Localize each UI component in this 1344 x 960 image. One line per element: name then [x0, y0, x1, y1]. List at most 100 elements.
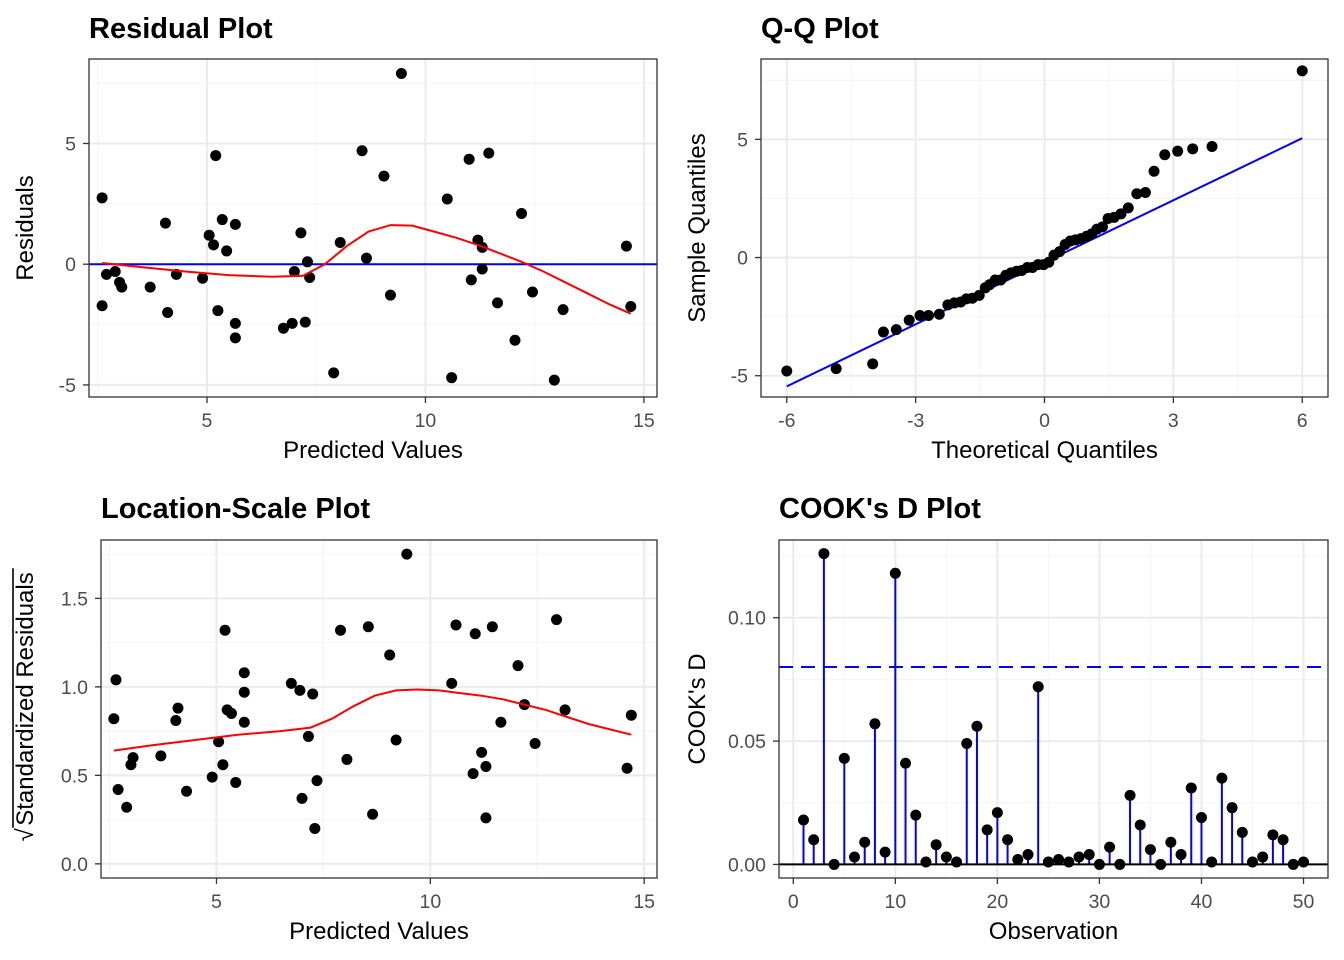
location-scale-point	[625, 709, 637, 721]
cooks-d-point	[1155, 858, 1167, 870]
location-scale-x-axis-title: Predicted Values	[289, 918, 469, 945]
cooks-d-point	[1216, 772, 1228, 784]
residual-point	[208, 239, 220, 251]
cooks-d-point	[1246, 856, 1258, 868]
cooks-d-point	[1206, 856, 1218, 868]
cooks-d-point	[1185, 782, 1197, 794]
residual-panel-background	[89, 59, 657, 397]
cooks-d-y-tick-label: 0.05	[728, 731, 766, 753]
location-scale-point	[401, 548, 413, 560]
cooks-d-point	[849, 851, 861, 863]
location-scale-x-tick-label: 10	[419, 891, 441, 913]
residual-point	[286, 317, 298, 329]
residual-point	[203, 229, 215, 241]
residual-x-tick-label: 15	[633, 410, 655, 432]
cooks-d-point	[1236, 826, 1248, 838]
location-scale-point	[476, 746, 488, 758]
qq-point	[1131, 188, 1143, 200]
location-scale-point	[238, 667, 250, 679]
cooks-d-point	[879, 846, 891, 858]
location-scale-point	[469, 628, 481, 640]
residual-point	[328, 367, 340, 379]
cooks-d-point	[971, 720, 983, 732]
qq-point	[1206, 140, 1218, 152]
residual-y-axis-title: Residuals	[12, 175, 39, 280]
cooks-d-point	[1073, 851, 1085, 863]
location-scale-x-tick-label: 15	[633, 891, 655, 913]
residual-point	[625, 300, 637, 312]
qq-x-axis-title: Theoretical Quantiles	[931, 437, 1158, 464]
residual-point	[492, 297, 504, 309]
qq-point	[1139, 187, 1151, 199]
cooks-d-point	[920, 856, 932, 868]
cooks-d-point	[940, 851, 952, 863]
residual-point	[465, 274, 477, 286]
cooks-d-point	[838, 752, 850, 764]
location-scale-point	[362, 621, 374, 633]
cooks-d-panel-border	[778, 539, 1329, 879]
residual-point	[96, 192, 108, 204]
qq-point	[903, 314, 915, 326]
cooks-d-point	[1083, 849, 1095, 861]
residual-point	[548, 374, 560, 386]
residual-point	[516, 208, 528, 220]
location-scale-panel-background	[101, 540, 657, 878]
qq-x-tick-label: -3	[907, 410, 924, 432]
residual-x-tick-label: 5	[202, 410, 213, 432]
location-scale-point	[285, 677, 297, 689]
qq-point	[1122, 202, 1134, 214]
qq-point	[914, 309, 926, 321]
residual-point	[356, 145, 368, 157]
cooks-d-point	[1144, 844, 1156, 856]
residual-point	[212, 305, 224, 317]
location-scale-plot: 5 10 15 0.0 0.5 1.0 1.5 Location-Scale Plot Pred…	[12, 493, 658, 945]
residual-point	[476, 263, 488, 275]
cooks-d-x-tick-label: 20	[987, 891, 1009, 913]
cooks-d-point	[1277, 834, 1289, 846]
location-scale-y-axis-title-text: Standardized Residuals	[12, 572, 39, 826]
qq-point	[973, 289, 985, 301]
residual-point	[229, 332, 241, 344]
residual-point	[197, 272, 209, 284]
cooks-d-x-tick-label: 10	[884, 891, 906, 913]
location-scale-smooth-curve	[113, 688, 632, 752]
location-scale-y-tick-label: 0.5	[61, 765, 88, 787]
qq-point	[1148, 165, 1160, 177]
residual-y-tick-label: -5	[59, 375, 76, 397]
residual-point	[288, 265, 300, 277]
cooks-d-point	[910, 809, 922, 821]
qq-point	[830, 363, 842, 375]
residual-point	[384, 289, 396, 301]
cooks-d-point	[1226, 802, 1238, 814]
location-scale-point	[302, 730, 314, 742]
cooks-d-point	[1042, 856, 1054, 868]
location-scale-point	[446, 677, 458, 689]
location-scale-point	[341, 753, 353, 765]
qq-y-tick-label: -5	[731, 366, 748, 388]
location-scale-point	[480, 761, 492, 773]
residual-point	[557, 304, 569, 316]
cooks-d-point	[1012, 853, 1024, 865]
qq-x-tick-label: 3	[1168, 410, 1179, 432]
residual-point	[221, 245, 233, 257]
residual-y-tick-label: 0	[65, 254, 76, 276]
qq-y-tick-label: 0	[737, 248, 748, 270]
qq-point	[1187, 143, 1199, 155]
cooks-d-point	[1063, 856, 1075, 868]
residual-point	[334, 236, 346, 248]
location-scale-point	[238, 716, 250, 728]
residual-point	[96, 300, 108, 312]
location-scale-point	[219, 624, 231, 636]
cooks-d-point	[1114, 858, 1126, 870]
cooks-d-plot: 0 10 20 30 40 50 0.00 0.05 0.10 COOK's D Plot Obse…	[684, 493, 1329, 945]
location-scale-y-axis-title: Standardized Residuals√	[12, 568, 39, 841]
location-scale-y-tick-label: 1.5	[61, 588, 88, 610]
location-scale-point	[311, 775, 323, 787]
residual-point	[360, 252, 372, 264]
residual-point	[463, 153, 475, 165]
residual-point	[210, 150, 222, 162]
location-scale-title: Location-Scale Plot	[101, 493, 370, 525]
residual-point	[144, 281, 156, 293]
cooks-d-point	[981, 824, 993, 836]
